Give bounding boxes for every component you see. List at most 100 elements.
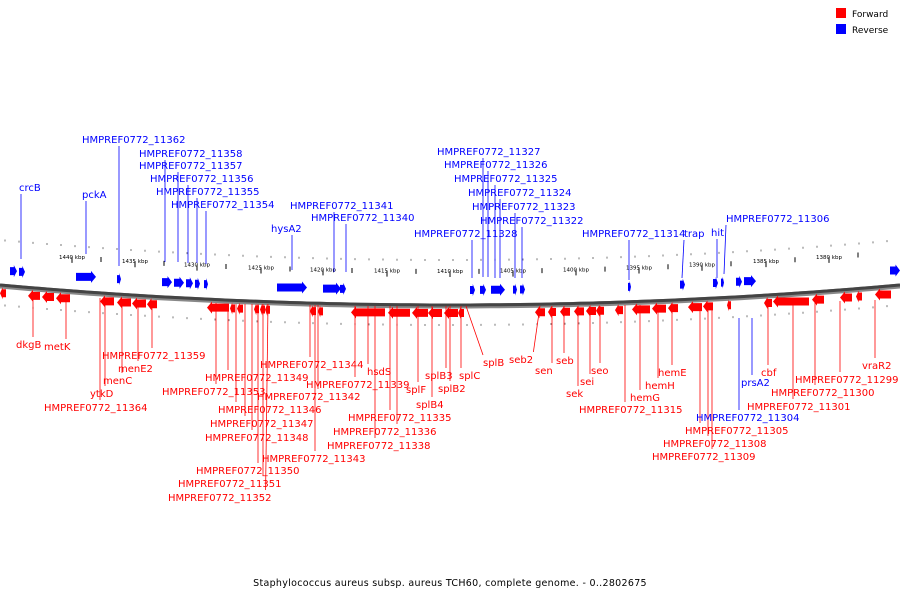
forward-gene-arrow (117, 296, 131, 309)
gene-label-hmpref0772-11304: HMPREF0772_11304 (696, 413, 799, 424)
forward-gene-arrow (668, 302, 678, 315)
gene-label-crcb: crcB (19, 183, 41, 194)
gene-label-splb4: splB4 (416, 400, 444, 411)
gene-label-cbf: cbf (761, 368, 777, 379)
reverse-gene-arrow (744, 275, 756, 288)
gene-label-hmpref0772-11340: HMPREF0772_11340 (311, 213, 414, 224)
reverse-gene-arrow (19, 265, 25, 278)
forward-gene-arrow (615, 304, 623, 317)
scale-label: 1380 kbp (816, 255, 842, 261)
forward-gene-arrow (412, 306, 428, 319)
leader-seb2 (533, 305, 541, 353)
reverse-gene-arrow (680, 278, 685, 291)
gene-label-hmpref0772-11342: HMPREF0772_11342 (257, 392, 360, 403)
gene-labels: crcB pckA HMPREF0772_11362 HMPREF0772_11358… (16, 135, 898, 504)
gene-label-hmpref0772-11324: HMPREF0772_11324 (468, 188, 571, 199)
forward-gene-arrow (586, 305, 596, 318)
gene-label-hsds: hsdS (367, 367, 391, 378)
reverse-gene-arrow (480, 283, 486, 296)
forward-gene-arrow (237, 302, 243, 315)
scale-label: 1385 kbp (753, 259, 779, 265)
leader-splb (465, 305, 484, 356)
scale-label: 1410 kbp (437, 269, 463, 275)
scale-ticks: 1440 kbp 1435 kbp 1430 kbp 1425 kbp 1420 kbp… (4, 239, 888, 326)
gene-label-hmpref0772-11325: HMPREF0772_11325 (454, 174, 557, 185)
reverse-gene-arrow (204, 278, 208, 291)
scale-label: 1415 kbp (374, 269, 400, 275)
leader-hmpref0772-11352 (265, 303, 269, 491)
gene-label-splc: splC (459, 371, 480, 382)
forward-gene-arrow (310, 305, 316, 318)
legend-reverse: Reverse (836, 24, 888, 38)
strand-legend: Forward Reverse (836, 8, 888, 40)
forward-gene-arrow (0, 287, 6, 300)
gene-label-hmpref0772-11353: HMPREF0772_11353 (162, 387, 265, 398)
scale-label: 1430 kbp (184, 263, 210, 269)
gene-label-hmpref0772-11300: HMPREF0772_11300 (771, 388, 874, 399)
gene-label-hmpref0772-11350: HMPREF0772_11350 (196, 466, 299, 477)
gene-label-hmpref0772-11306: HMPREF0772_11306 (726, 214, 829, 225)
reverse-gene-arrow (491, 283, 505, 296)
forward-gene-arrow (574, 305, 584, 318)
scale-label: 1435 kbp (122, 259, 148, 265)
gene-label-prsa2: prsA2 (741, 378, 770, 389)
reverse-gene-arrow (174, 276, 184, 289)
gene-label-hmpref0772-11339: HMPREF0772_11339 (306, 380, 409, 391)
scale-label: 1425 kbp (248, 265, 274, 271)
forward-gene-arrow (428, 306, 442, 319)
scale-label: 1420 kbp (310, 267, 336, 273)
forward-gene-arrow (652, 302, 666, 315)
forward-gene-arrow (318, 305, 323, 318)
forward-gene-arrow (840, 291, 852, 304)
legend-forward: Forward (836, 8, 888, 22)
gene-label-hmpref0772-11355: HMPREF0772_11355 (156, 187, 259, 198)
reverse-gene-arrow (520, 283, 525, 296)
reverse-gene-arrow (736, 275, 742, 288)
gene-label-hmpref0772-11343: HMPREF0772_11343 (262, 454, 365, 465)
gene-label-dkgb: dkgB (16, 340, 41, 351)
forward-gene-arrow (132, 297, 146, 310)
forward-gene-arrow (632, 303, 650, 316)
gene-label-hmpref0772-11352: HMPREF0772_11352 (168, 493, 271, 504)
forward-gene-arrow (773, 295, 809, 308)
gene-label-hmpref0772-11305: HMPREF0772_11305 (685, 426, 788, 437)
forward-gene-arrow (265, 303, 270, 316)
reverse-gene-arrow (713, 277, 718, 290)
scale-label: 1400 kbp (563, 267, 589, 273)
gene-label-hmpref0772-11301: HMPREF0772_11301 (747, 402, 850, 413)
reverse-gene-arrow (277, 281, 307, 294)
gene-label-seb2: seb2 (509, 355, 533, 366)
gene-label-sei: sei (580, 377, 594, 388)
gene-label-hmpref0772-11328: HMPREF0772_11328 (414, 229, 517, 240)
reverse-gene-arrow (186, 277, 193, 290)
gene-label-hmpref0772-11354: HMPREF0772_11354 (171, 200, 274, 211)
reverse-gene-arrow (195, 277, 200, 290)
gene-label-hmpref0772-11315: HMPREF0772_11315 (579, 405, 682, 416)
gene-label-hmpref0772-11346: HMPREF0772_11346 (218, 405, 321, 416)
gene-label-hmpref0772-11359: HMPREF0772_11359 (102, 351, 205, 362)
gene-label-hmpref0772-11327: HMPREF0772_11327 (437, 147, 540, 158)
gene-label-ytkd: ytkD (90, 389, 114, 400)
gene-label-hmpref0772-11347: HMPREF0772_11347 (210, 419, 313, 430)
gene-label-hit: hit (711, 228, 724, 239)
gene-label-hmpref0772-11322: HMPREF0772_11322 (480, 216, 583, 227)
forward-gene-arrow (560, 305, 570, 318)
gene-label-seo: seo (591, 366, 608, 377)
gene-label-splf: splF (406, 385, 426, 396)
gene-label-hmpref0772-11356: HMPREF0772_11356 (150, 174, 253, 185)
legend-reverse-label: Reverse (852, 26, 889, 36)
gene-label-sen: sen (535, 366, 553, 377)
forward-gene-arrow (207, 301, 229, 314)
gene-label-splb: splB (483, 358, 504, 369)
gene-label-hmpref0772-11335: HMPREF0772_11335 (348, 413, 451, 424)
label-leader-lines (20, 146, 876, 491)
gene-label-mene2: menE2 (118, 364, 153, 375)
gene-features (0, 264, 900, 319)
scale-label: 1390 kbp (689, 263, 715, 269)
gene-label-hmpref0772-11341: HMPREF0772_11341 (290, 201, 393, 212)
reverse-gene-arrow (10, 265, 17, 278)
legend-reverse-swatch (836, 24, 846, 34)
forward-gene-arrow (230, 302, 235, 315)
reverse-gene-arrow (890, 264, 900, 277)
forward-gene-arrow (42, 291, 54, 304)
